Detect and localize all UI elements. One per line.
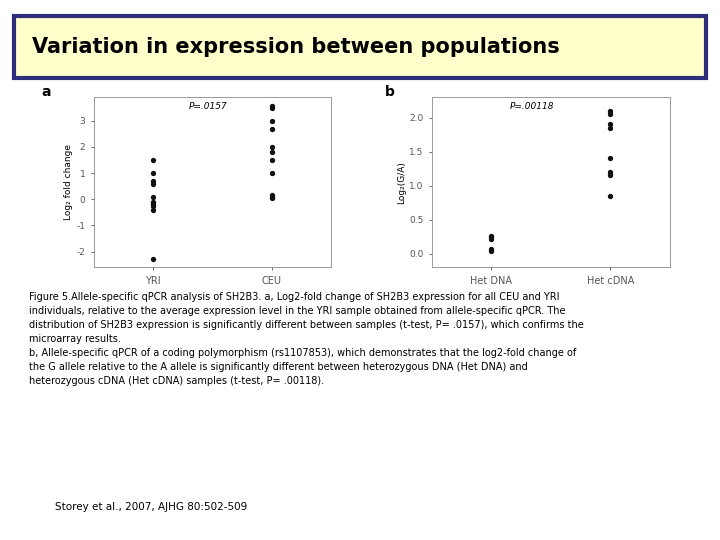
Point — [266, 148, 277, 157]
Point — [266, 143, 277, 151]
FancyBboxPatch shape — [14, 16, 706, 78]
Point — [485, 245, 497, 253]
Text: Storey et al., 2007, AJHG 80:502-509: Storey et al., 2007, AJHG 80:502-509 — [55, 502, 248, 511]
Point — [147, 205, 158, 214]
Y-axis label: Log₂(G/A): Log₂(G/A) — [397, 161, 407, 204]
Point — [266, 117, 277, 125]
Text: P=.0157: P=.0157 — [188, 102, 227, 111]
Point — [147, 200, 158, 209]
Point — [147, 255, 158, 264]
Point — [604, 110, 616, 119]
Point — [604, 168, 616, 177]
Text: Figure 5.Allele-specific qPCR analysis of SH2B3. a, Log2-fold change of SH2B3 ex: Figure 5.Allele-specific qPCR analysis o… — [29, 292, 583, 386]
Point — [266, 192, 277, 201]
Text: P=.00118: P=.00118 — [510, 102, 554, 111]
Text: b: b — [384, 85, 395, 99]
Point — [485, 234, 497, 243]
Point — [266, 102, 277, 111]
Point — [604, 154, 616, 163]
Point — [147, 177, 158, 185]
Point — [266, 156, 277, 164]
Point — [604, 106, 616, 115]
Point — [266, 194, 277, 202]
Point — [485, 233, 497, 242]
Point — [266, 103, 277, 112]
Point — [604, 124, 616, 132]
Point — [147, 198, 158, 206]
Point — [147, 192, 158, 201]
Point — [266, 124, 277, 133]
Point — [147, 201, 158, 210]
Point — [604, 192, 616, 200]
Text: Variation in expression between populations: Variation in expression between populati… — [32, 37, 559, 57]
Point — [266, 191, 277, 200]
Point — [147, 169, 158, 178]
Point — [485, 247, 497, 255]
Point — [604, 120, 616, 129]
Point — [147, 179, 158, 188]
Point — [147, 156, 158, 164]
Point — [485, 232, 497, 240]
Y-axis label: Log₂ fold change: Log₂ fold change — [65, 144, 73, 220]
Point — [604, 171, 616, 180]
Text: a: a — [41, 85, 51, 99]
Point — [266, 169, 277, 178]
